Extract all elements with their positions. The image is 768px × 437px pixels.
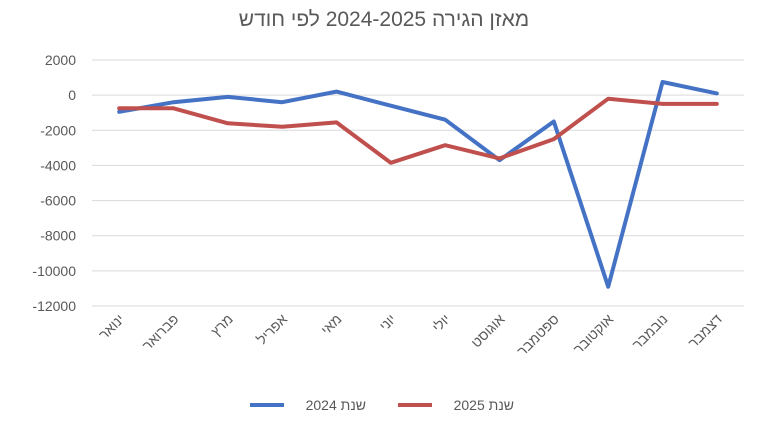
x-tick-label: יולי [429, 311, 453, 335]
y-tick-label: 0 [68, 87, 76, 103]
y-tick-label: 2000 [45, 52, 76, 68]
y-tick-label: -4000 [40, 157, 76, 173]
x-tick-label: ינואר [95, 311, 127, 343]
y-axis-ticks: 2000 0 -2000 -4000 -6000 -8000 -10000 -12000 [32, 52, 76, 314]
x-tick-label: אוקטובר [570, 311, 616, 357]
x-tick-label: אוגוסט [468, 311, 508, 351]
legend-label: שנת 2025 [454, 397, 514, 413]
y-tick-label: -10000 [32, 263, 76, 279]
x-tick-label: מרץ [208, 311, 236, 339]
x-tick-label: נובמבר [629, 311, 671, 353]
y-tick-label: -6000 [40, 193, 76, 209]
gridlines [92, 60, 744, 306]
x-tick-label: יוני [376, 311, 399, 334]
legend-label: שנת 2024 [306, 397, 366, 413]
x-tick-label: אפריל [254, 311, 291, 348]
x-tick-label: דצמבר [685, 311, 725, 351]
x-tick-label: פברואר [139, 311, 182, 354]
series-line-1 [119, 82, 717, 287]
series-lines [119, 82, 717, 287]
y-tick-label: -2000 [40, 122, 76, 138]
legend: שנת 2024 שנת 2025 [250, 397, 514, 413]
y-tick-label: -8000 [40, 228, 76, 244]
y-tick-label: -12000 [32, 298, 76, 314]
x-tick-label: מאי [318, 311, 345, 338]
x-tick-label: ספטמבר [514, 311, 562, 359]
chart-title: מאזן הגירה 2024-2025 לפי חודש [239, 8, 529, 31]
